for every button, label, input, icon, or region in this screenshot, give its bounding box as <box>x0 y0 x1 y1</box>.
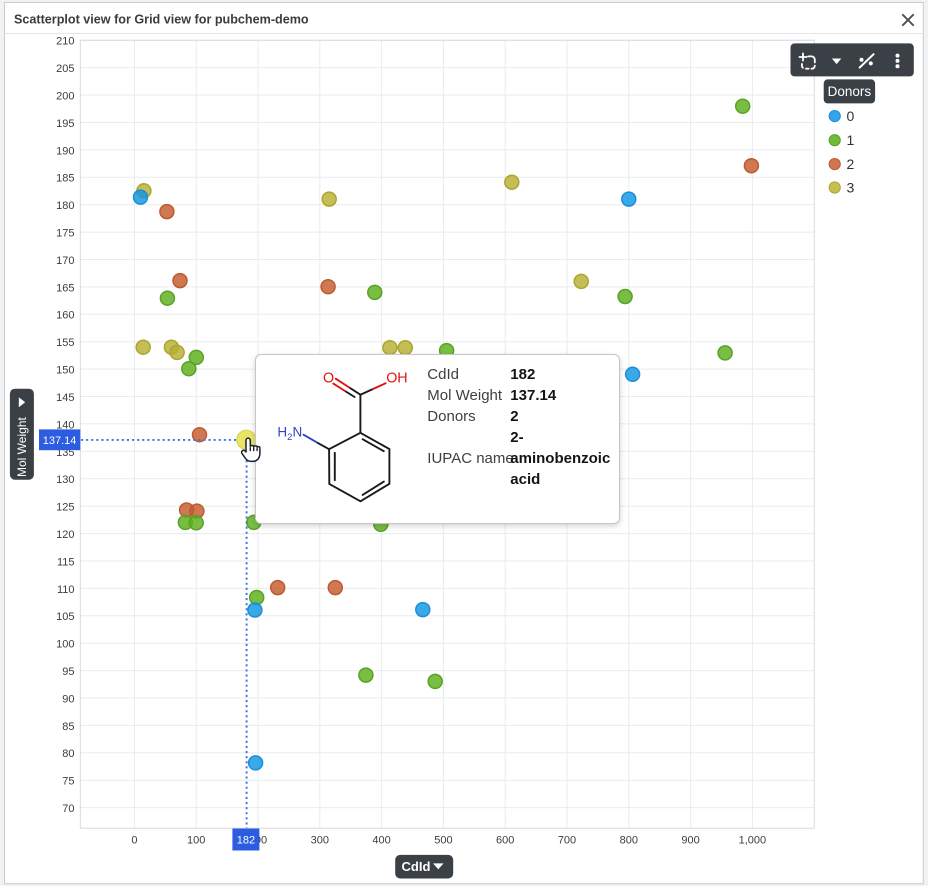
svg-text:145: 145 <box>56 392 74 404</box>
svg-text:75: 75 <box>62 776 74 788</box>
svg-text:140: 140 <box>56 419 74 431</box>
svg-text:80: 80 <box>62 748 74 760</box>
svg-text:H2N: H2N <box>278 425 303 443</box>
svg-text:85: 85 <box>62 721 74 733</box>
svg-text:100: 100 <box>187 835 205 847</box>
svg-text:190: 190 <box>56 145 74 157</box>
svg-text:185: 185 <box>56 173 74 185</box>
svg-text:0: 0 <box>847 108 855 124</box>
svg-text:115: 115 <box>57 556 75 568</box>
svg-text:100: 100 <box>56 639 74 651</box>
svg-text:180: 180 <box>56 200 74 212</box>
svg-text:CdId: CdId <box>402 859 431 874</box>
svg-text:90: 90 <box>62 693 74 705</box>
svg-text:OH: OH <box>386 370 407 386</box>
svg-text:700: 700 <box>558 835 576 847</box>
svg-text:110: 110 <box>57 584 75 596</box>
svg-text:160: 160 <box>56 310 74 322</box>
svg-text:300: 300 <box>311 835 329 847</box>
svg-text:95: 95 <box>62 666 74 678</box>
svg-text:800: 800 <box>620 835 638 847</box>
svg-text:182: 182 <box>237 835 255 847</box>
svg-text:165: 165 <box>56 282 74 294</box>
svg-text:3: 3 <box>847 179 855 195</box>
svg-text:150: 150 <box>56 365 74 377</box>
svg-text:210: 210 <box>56 36 74 48</box>
svg-text:Scatterplot view for Grid view: Scatterplot view for Grid view for pubch… <box>14 13 309 27</box>
svg-text:400: 400 <box>372 835 390 847</box>
svg-text:Donors: Donors <box>828 84 872 99</box>
svg-text:O: O <box>323 370 334 386</box>
svg-text:Mol Weight: Mol Weight <box>15 417 29 477</box>
svg-text:200: 200 <box>56 91 74 103</box>
svg-text:2: 2 <box>847 156 855 172</box>
svg-text:600: 600 <box>496 835 514 847</box>
svg-text:1,000: 1,000 <box>739 835 767 847</box>
svg-text:175: 175 <box>56 228 74 240</box>
svg-text:70: 70 <box>62 803 74 815</box>
svg-text:195: 195 <box>56 118 74 130</box>
svg-text:1: 1 <box>847 132 855 148</box>
svg-text:900: 900 <box>681 835 699 847</box>
svg-text:170: 170 <box>56 255 74 267</box>
svg-text:155: 155 <box>56 337 74 349</box>
svg-text:105: 105 <box>56 611 74 623</box>
svg-text:0: 0 <box>131 835 137 847</box>
svg-text:205: 205 <box>56 63 74 75</box>
svg-text:500: 500 <box>434 835 452 847</box>
svg-text:125: 125 <box>56 502 74 514</box>
svg-text:120: 120 <box>56 529 74 541</box>
svg-text:137.14: 137.14 <box>43 435 77 447</box>
svg-text:130: 130 <box>56 474 74 486</box>
